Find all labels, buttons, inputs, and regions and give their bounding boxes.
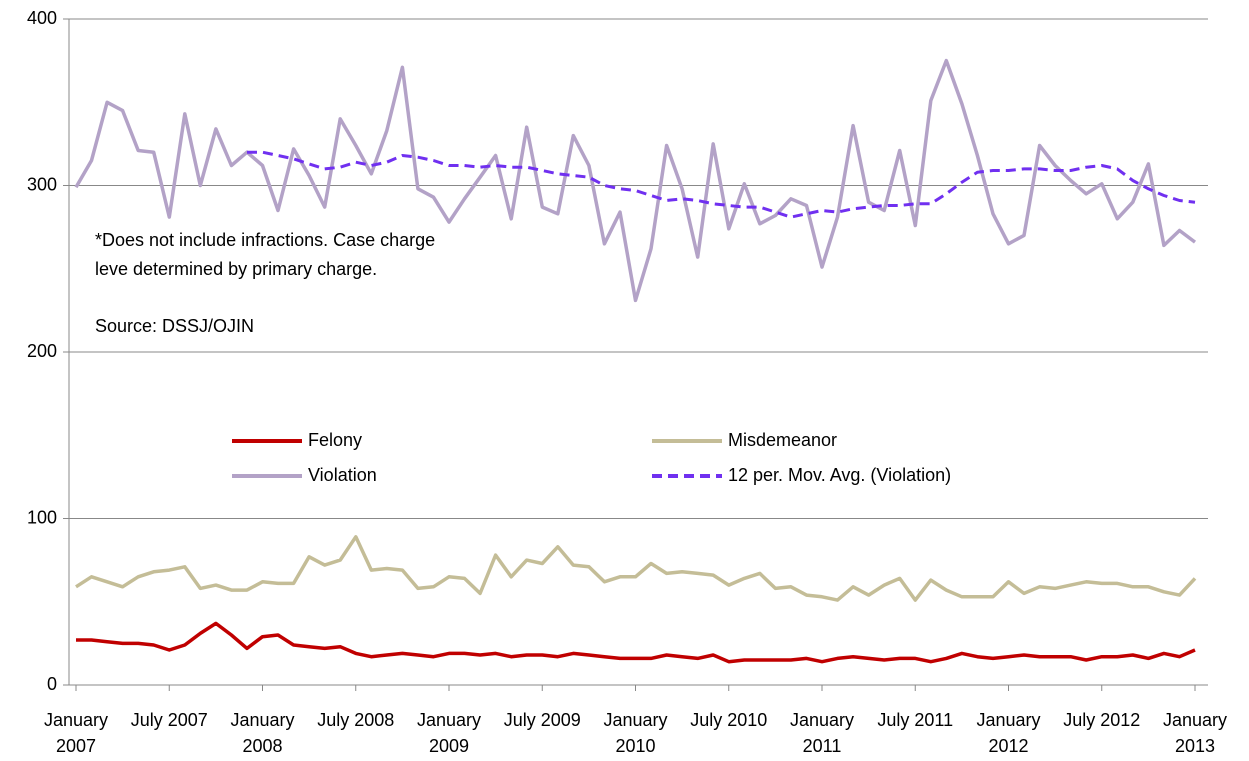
annotation: *Does not include infractions. Case char… [95,230,435,250]
legend-label: Felony [308,430,362,450]
x-tick-label: July 2010 [690,710,768,730]
y-tick-label: 400 [27,8,57,28]
legend-label: 12 per. Mov. Avg. (Violation) [728,465,951,485]
x-tick-label: July 2011 [877,710,954,730]
y-tick-label: 100 [27,507,57,527]
x-tick-label: January 2007 [43,710,109,756]
y-tick-label: 0 [47,674,57,694]
x-tick-label: July 2007 [130,710,208,730]
series-line [74,58,1197,303]
x-tick-label: January 2013 [1162,710,1228,756]
annotation: leve determined by primary charge. [95,259,377,279]
y-tick-label: 300 [27,174,57,194]
annotation: Source: DSSJ/OJIN [95,316,254,336]
x-tick-label: January 2012 [976,710,1041,756]
series-line [75,535,1197,602]
series-line [76,621,1196,664]
series-line [247,150,1196,219]
y-tick-label: 200 [27,341,57,361]
x-tick-label: July 2009 [503,710,581,730]
x-tick-label: January 2010 [603,710,668,756]
x-tick-label: July 2008 [317,710,395,730]
legend-label: Misdemeanor [728,430,837,450]
legend-label: Violation [308,465,377,485]
x-tick-label: January 2011 [789,710,855,756]
x-tick-label: January 2008 [230,710,295,756]
x-tick-label: July 2012 [1063,710,1141,730]
x-tick-label: January 2009 [416,710,482,756]
